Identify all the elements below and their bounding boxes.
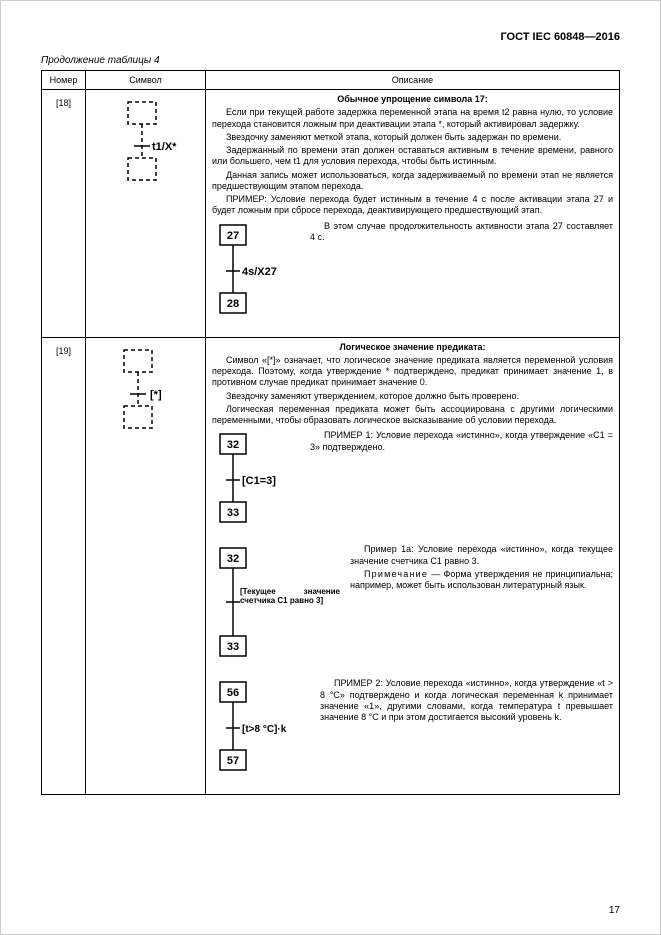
row18-p2: Звездочку заменяют меткой этапа, который…	[212, 132, 613, 143]
col-sym: Символ	[86, 71, 206, 90]
table-row: [19] [*] Логическое значение предиката: …	[42, 337, 620, 795]
row19-p3: Логическая переменная предиката может бы…	[212, 404, 613, 427]
svg-text:32: 32	[227, 439, 239, 451]
table-row: [18] t1/X* Обычное упрощение символа 17:…	[42, 90, 620, 338]
row19-p2: Звездочку заменяют утверждением, которое…	[212, 391, 613, 402]
table-4: Номер Символ Описание [18] t1/X*	[41, 70, 620, 795]
row18-title: Обычное упрощение символа 17:	[212, 94, 613, 105]
svg-text:56: 56	[227, 687, 239, 699]
svg-text:27: 27	[227, 230, 239, 242]
row18-symbol: t1/X*	[86, 90, 206, 338]
row19-desc: Логическое значение предиката: Символ «[…	[206, 337, 620, 795]
row18-p1: Если при текущей работе задержка перемен…	[212, 107, 613, 130]
row19-ex2-text: ПРИМЕР 2: Условие перехода «истинно», ко…	[320, 678, 613, 723]
row18-p3: Задержанный по времени этап должен остав…	[212, 145, 613, 168]
row19-ex2: 56 [t>8 °C]·k 57 ПРИМЕР 2: Условие перех…	[212, 678, 613, 788]
svg-text:32: 32	[227, 553, 239, 565]
row19-ex1a-text1: Пример 1а: Условие перехода «истинно», к…	[350, 544, 613, 567]
svg-text:57: 57	[227, 755, 239, 767]
row18-ex-text: В этом случае продолжительность активнос…	[310, 221, 613, 244]
table-caption: Продолжение таблицы 4	[41, 55, 620, 66]
svg-text:[t>8 °C]·k: [t>8 °C]·k	[242, 724, 287, 735]
col-num: Номер	[42, 71, 86, 90]
svg-text:[C1=3]: [C1=3]	[242, 475, 276, 487]
doc-id: ГОСТ IEC 60848—2016	[41, 31, 620, 43]
page-number: 17	[609, 905, 620, 916]
row18-p4: Данная запись может использоваться, когд…	[212, 170, 613, 193]
svg-text:t1/X*: t1/X*	[152, 141, 177, 153]
svg-text:28: 28	[227, 298, 239, 310]
svg-text:4s/X27: 4s/X27	[242, 266, 277, 278]
row19-symbol: [*]	[86, 337, 206, 795]
svg-text:[*]: [*]	[150, 389, 162, 401]
row18-desc: Обычное упрощение символа 17: Если при т…	[206, 90, 620, 338]
row19-p1: Символ «[*]» означает, что логическое зн…	[212, 355, 613, 389]
row19-ex1a-text2: Примечание — Форма утверждения не принци…	[350, 569, 613, 592]
row19-num: [19]	[42, 337, 86, 795]
row18-num: [18]	[42, 90, 86, 338]
row19-title: Логическое значение предиката:	[212, 342, 613, 353]
row19-ex1a: 32 [Текущее значение счетчика C1 равно 3…	[212, 544, 613, 674]
svg-text:33: 33	[227, 641, 239, 653]
page: ГОСТ IEC 60848—2016 Продолжение таблицы …	[0, 0, 661, 935]
row18-example: 27 4s/X27 28 В этом случае продолжительн…	[212, 221, 613, 331]
col-desc: Описание	[206, 71, 620, 90]
row19-ex1: 32 [C1=3] 33 ПРИМЕР 1: Условие перехода …	[212, 430, 613, 540]
svg-text:33: 33	[227, 507, 239, 519]
row18-p5: ПРИМЕР: Условие перехода будет истинным …	[212, 194, 613, 217]
row19-ex1-text: ПРИМЕР 1: Условие перехода «истинно», ко…	[310, 430, 613, 453]
